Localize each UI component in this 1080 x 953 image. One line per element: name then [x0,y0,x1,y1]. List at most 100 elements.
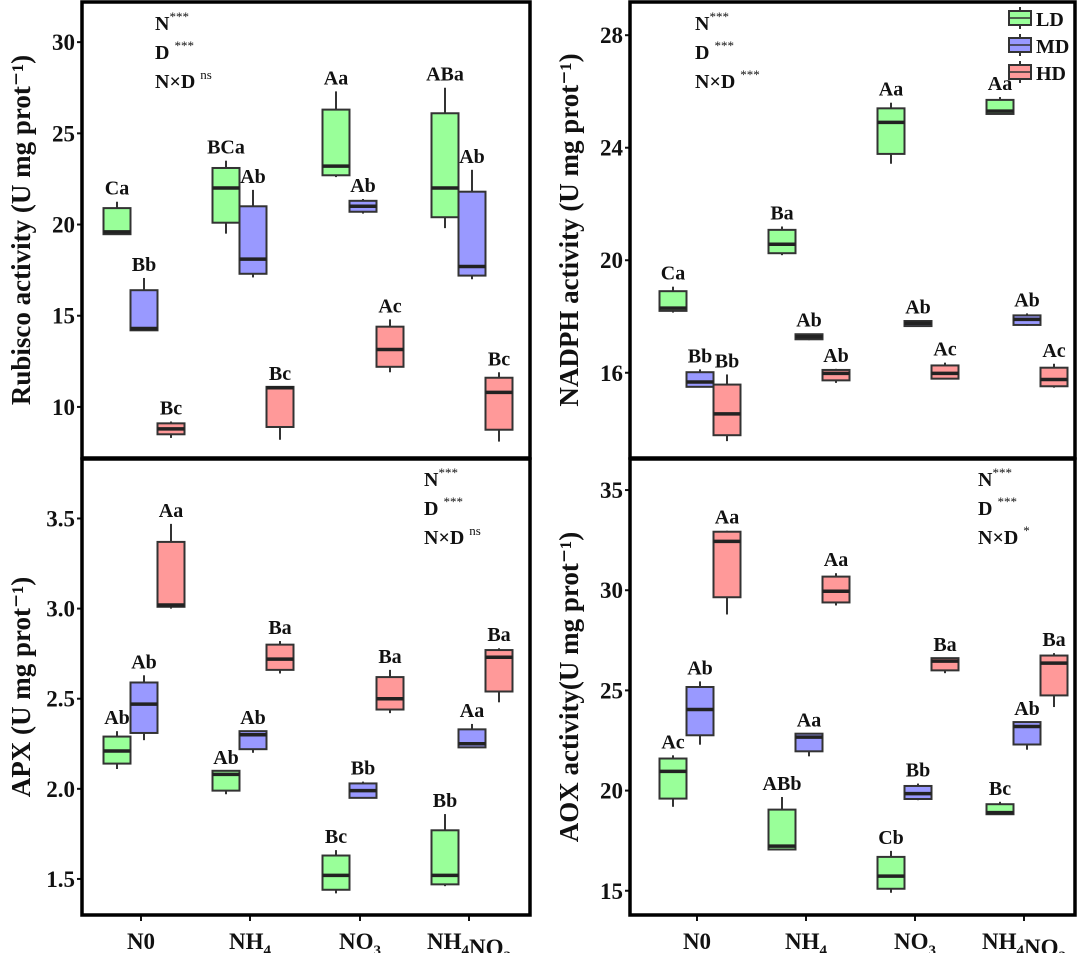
x-tick-label: N0 [127,929,155,953]
significance-letter: Bb [433,790,457,812]
box-md: Ab [238,707,268,753]
anova-term: N×D ns [424,523,481,549]
box-ld: Ca [658,263,688,313]
box-iqr [658,757,688,800]
box-md: Ab [903,296,933,328]
box-iqr [375,325,405,368]
y-tick-label: 28 [600,23,623,48]
box-iqr [767,228,797,255]
significance-letter: Ac [933,339,956,361]
box-ld: BCa [207,137,245,234]
box-iqr [129,289,159,332]
box-hd: Ac [1039,340,1069,388]
box-hd: Bc [156,398,186,438]
anova-term: N×D * [978,523,1030,549]
box-hd: Bc [265,363,295,440]
significance-letter: Bb [688,345,712,367]
box-ld: Ca [102,178,132,236]
box-hd: Ba [484,624,514,703]
significance-letter: Bc [989,778,1011,800]
box-ld: Ab [211,747,241,795]
box-iqr [457,190,487,277]
legend-label: LD [1036,9,1064,31]
box-iqr [685,371,715,388]
y-axis-label: AOX activity(U mg prot⁻¹) [554,532,584,843]
significance-letter: Ab [796,310,822,332]
significance-letter: Bc [160,398,182,420]
significance-letter: Ca [661,263,685,285]
significance-letter: BCa [207,137,245,159]
box-ld: Bc [321,826,351,894]
significance-letter: Ab [823,345,849,367]
box-ld: ABb [763,773,802,851]
box-ld: Aa [321,67,351,178]
box-iqr [321,108,351,177]
box-md: Ab [457,146,487,280]
box-md: Ab [685,657,715,745]
box-ld: Aa [985,73,1015,115]
y-tick-label: 25 [600,678,623,703]
significance-letter: Ba [770,202,793,224]
box-md: Aa [457,700,487,749]
significance-letter: ABa [426,64,464,86]
y-tick-label: 20 [600,779,623,804]
legend-item-ld: LD [1008,7,1064,31]
box-md: Bb [685,345,715,388]
significance-letter: Ab [350,175,376,197]
significance-letter: Bc [325,826,347,848]
box-iqr [156,540,186,608]
box-ld: Cb [876,827,906,893]
box-hd: Bb [712,350,742,442]
significance-letter: Ab [240,166,266,188]
y-tick-label: 35 [600,478,623,503]
x-tick-label: NO3 [339,929,381,953]
significance-letter: Cb [878,827,904,849]
significance-letter: ABb [763,773,802,795]
significance-letter: Aa [460,700,484,722]
box-iqr [712,383,742,437]
anova-term: N×D *** [695,67,760,93]
significance-letter: Ab [240,707,266,729]
box-iqr [102,207,132,236]
y-tick-label: 3.5 [46,506,75,531]
box-iqr [876,855,906,890]
box-iqr [767,808,797,851]
x-tick-label: NO3 [894,929,936,953]
significance-letter: Bb [715,350,739,372]
box-iqr [265,643,295,671]
legend-label: MD [1036,36,1069,58]
significance-letter: Aa [715,507,739,529]
y-tick-label: 10 [52,395,75,420]
anova-term: D *** [155,38,194,64]
box-md: Aa [794,710,824,757]
anova-term: D *** [695,38,734,64]
box-md: Ab [1012,698,1042,750]
significance-letter: Ba [1042,629,1065,651]
chart-panel-1: 16 20 24 28 NADPH activity (U mg prot⁻¹) Ca Bb… [554,0,1077,460]
significance-letter: Ba [487,624,510,646]
significance-letter: Ac [1042,340,1065,362]
box-ld: Ac [658,731,688,807]
significance-letter: Ab [1014,698,1040,720]
significance-letter: Bb [132,254,156,276]
significance-letter: Bc [269,363,291,385]
box-iqr [238,205,268,275]
box-md: Bb [129,254,159,332]
y-tick-label: 30 [52,30,75,55]
box-hd: Ba [1039,629,1069,708]
significance-letter: Aa [797,710,821,732]
y-tick-label: 1.5 [46,867,75,892]
x-tick-label: NH4NO3 [982,929,1066,953]
significance-letter: Ab [687,657,713,679]
box-hd: Ac [930,339,960,380]
anova-term: N*** [424,465,458,491]
box-hd: Aa [821,549,851,606]
legend: LD MD HD [1008,7,1069,85]
chart-panel-0: 10 15 20 25 30 Rubisco activity (U mg prot⁻¹)… [6,0,532,460]
y-tick-label: 2.0 [46,777,75,802]
box-ld: Bc [985,778,1015,816]
y-tick-label: 20 [600,248,623,273]
y-tick-label: 15 [52,304,75,329]
significance-letter: Bc [488,348,510,370]
